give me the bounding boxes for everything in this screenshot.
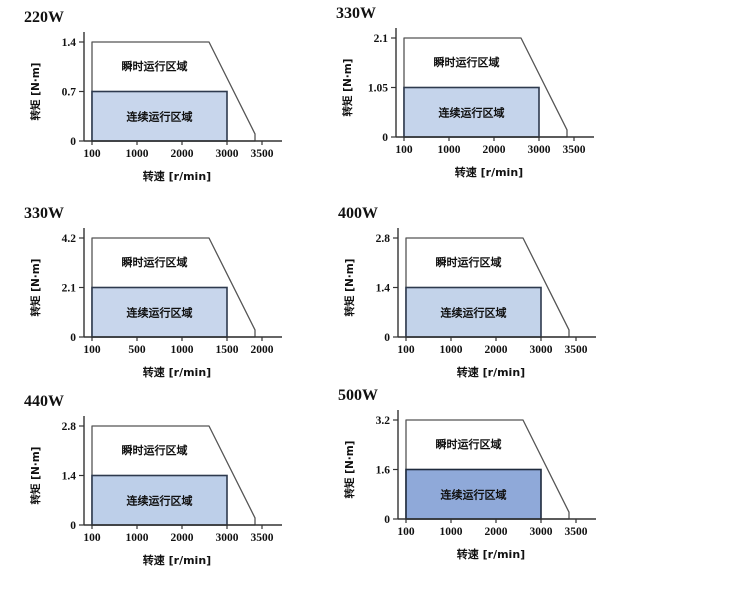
x-axis-tick-label: 3000: [530, 526, 553, 538]
chart-canvas: 220W 0 0.7 1.4 100 1000 2000 3000 3500 转矩 [N·m] 转速…: [24, 9, 282, 183]
chart-title: 330W: [24, 205, 64, 222]
y-axis-tick-label: 1.05: [368, 83, 388, 95]
instantaneous-region-label: 瞬时运行区域: [122, 443, 188, 457]
x-axis-tick-label: 3000: [528, 144, 551, 156]
x-axis-tick-label: 3000: [530, 344, 553, 356]
x-axis-tick-label: 1000: [440, 526, 463, 538]
x-axis-tick-label: 1000: [438, 144, 461, 156]
instantaneous-region-label: 瞬时运行区域: [436, 255, 502, 269]
x-axis-title: 转速 [r/min]: [455, 165, 523, 179]
continuous-region-rect: [403, 86, 540, 138]
x-axis-title: 转速 [r/min]: [457, 365, 525, 379]
instantaneous-region-label: 瞬时运行区域: [436, 437, 502, 451]
x-axis-tick-label: 1000: [126, 532, 149, 544]
continuous-region-label: 连续运行区域: [127, 493, 193, 507]
x-axis-tick-label: 2000: [485, 526, 508, 538]
y-axis-tick-label: 4.2: [62, 233, 77, 245]
continuous-region-label: 连续运行区域: [127, 109, 193, 123]
chart-canvas: 400W 0 1.4 2.8 100 1000 2000 3000 3500 转矩 [N·m] 转速…: [338, 205, 596, 379]
x-axis-tick-label: 3500: [565, 344, 588, 356]
chart-title: 400W: [338, 205, 378, 222]
x-axis-tick-label: 2000: [171, 148, 194, 160]
y-axis-tick-label: 0: [70, 332, 76, 344]
y-axis-tick-label: 3.2: [376, 415, 391, 427]
x-axis-title: 转速 [r/min]: [143, 553, 211, 567]
x-axis-tick-label: 1000: [126, 148, 149, 160]
x-axis-tick-label: 1000: [440, 344, 463, 356]
y-axis-tick-label: 2.8: [62, 421, 77, 433]
torque-chart-220w: 220W 0 0.7 1.4 100 1000 2000 3000 3500 转矩 [N·m] 转速…: [18, 4, 328, 196]
y-axis-tick-label: 1.6: [376, 465, 391, 477]
continuous-region-label: 连续运行区域: [441, 487, 507, 501]
y-axis-tick-label: 0: [384, 514, 390, 526]
x-axis-title: 转速 [r/min]: [143, 169, 211, 183]
instantaneous-region-label: 瞬时运行区域: [122, 59, 188, 73]
y-axis-tick-label: 0: [382, 132, 388, 144]
torque-chart-500w: 500W 0 1.6 3.2 100 1000 2000 3000 3500 转矩 [N·m] 转速…: [332, 382, 642, 574]
continuous-region-rect: [91, 474, 228, 526]
continuous-region-label: 连续运行区域: [127, 305, 193, 319]
chart-canvas: 330W 0 1.05 2.1 100 1000 2000 3000 3500 转矩 [N·m] 转…: [336, 5, 594, 179]
y-axis-tick-label: 2.1: [374, 33, 389, 45]
chart-title: 440W: [24, 393, 64, 410]
torque-chart-330w-a: 330W 0 1.05 2.1 100 1000 2000 3000 3500 转矩 [N·m] 转…: [330, 0, 640, 192]
continuous-region-rect: [405, 286, 542, 338]
y-axis-title: 转矩 [N·m]: [29, 447, 42, 505]
x-axis-tick-label: 3500: [251, 148, 274, 160]
x-axis-tick-label: 2000: [251, 344, 274, 356]
continuous-region-label: 连续运行区域: [439, 105, 505, 119]
chart-canvas: 440W 0 1.4 2.8 100 1000 2000 3000 3500 转矩 [N·m] 转速…: [24, 393, 282, 567]
chart-canvas: 330W 0 2.1 4.2 100 500 1000 1500 2000 转矩 [N·m] 转速 …: [24, 205, 282, 379]
y-axis-tick-label: 1.4: [376, 283, 391, 295]
x-axis-tick-label: 3000: [216, 532, 239, 544]
continuous-region-label: 连续运行区域: [441, 305, 507, 319]
x-axis-tick-label: 100: [397, 526, 415, 538]
x-axis-tick-label: 3500: [565, 526, 588, 538]
y-axis-tick-label: 0.7: [62, 87, 77, 99]
x-axis-tick-label: 100: [397, 344, 415, 356]
chart-title: 220W: [24, 9, 64, 26]
x-axis-title: 转速 [r/min]: [457, 547, 525, 561]
x-axis-tick-label: 3500: [563, 144, 586, 156]
x-axis-tick-label: 100: [83, 344, 101, 356]
chart-title: 330W: [336, 5, 376, 22]
x-axis-tick-label: 3500: [251, 532, 274, 544]
chart-title: 500W: [338, 387, 378, 404]
y-axis-tick-label: 2.1: [62, 283, 77, 295]
instantaneous-region-label: 瞬时运行区域: [434, 55, 500, 69]
y-axis-title: 转矩 [N·m]: [341, 59, 354, 117]
y-axis-tick-label: 0: [384, 332, 390, 344]
torque-chart-330w-b: 330W 0 2.1 4.2 100 500 1000 1500 2000 转矩 [N·m] 转速 …: [18, 200, 328, 392]
y-axis-title: 转矩 [N·m]: [343, 441, 356, 499]
x-axis-tick-label: 100: [395, 144, 413, 156]
y-axis-tick-label: 1.4: [62, 37, 77, 49]
y-axis-title: 转矩 [N·m]: [343, 259, 356, 317]
x-axis-tick-label: 100: [83, 532, 101, 544]
x-axis-tick-label: 1500: [216, 344, 239, 356]
x-axis-tick-label: 3000: [216, 148, 239, 160]
chart-canvas: 500W 0 1.6 3.2 100 1000 2000 3000 3500 转矩 [N·m] 转速…: [338, 387, 596, 561]
instantaneous-region-label: 瞬时运行区域: [122, 255, 188, 269]
y-axis-tick-label: 1.4: [62, 471, 77, 483]
torque-chart-400w: 400W 0 1.4 2.8 100 1000 2000 3000 3500 转矩 [N·m] 转速…: [332, 200, 642, 392]
y-axis-tick-label: 2.8: [376, 233, 391, 245]
y-axis-title: 转矩 [N·m]: [29, 259, 42, 317]
x-axis-tick-label: 1000: [171, 344, 194, 356]
y-axis-title: 转矩 [N·m]: [29, 63, 42, 121]
x-axis-tick-label: 500: [128, 344, 146, 356]
x-axis-tick-label: 2000: [171, 532, 194, 544]
continuous-region-rect: [91, 90, 228, 142]
y-axis-tick-label: 0: [70, 520, 76, 532]
x-axis-title: 转速 [r/min]: [143, 365, 211, 379]
torque-chart-440w: 440W 0 1.4 2.8 100 1000 2000 3000 3500 转矩 [N·m] 转速…: [18, 388, 328, 580]
x-axis-tick-label: 2000: [483, 144, 506, 156]
x-axis-tick-label: 100: [83, 148, 101, 160]
y-axis-tick-label: 0: [70, 136, 76, 148]
x-axis-tick-label: 2000: [485, 344, 508, 356]
